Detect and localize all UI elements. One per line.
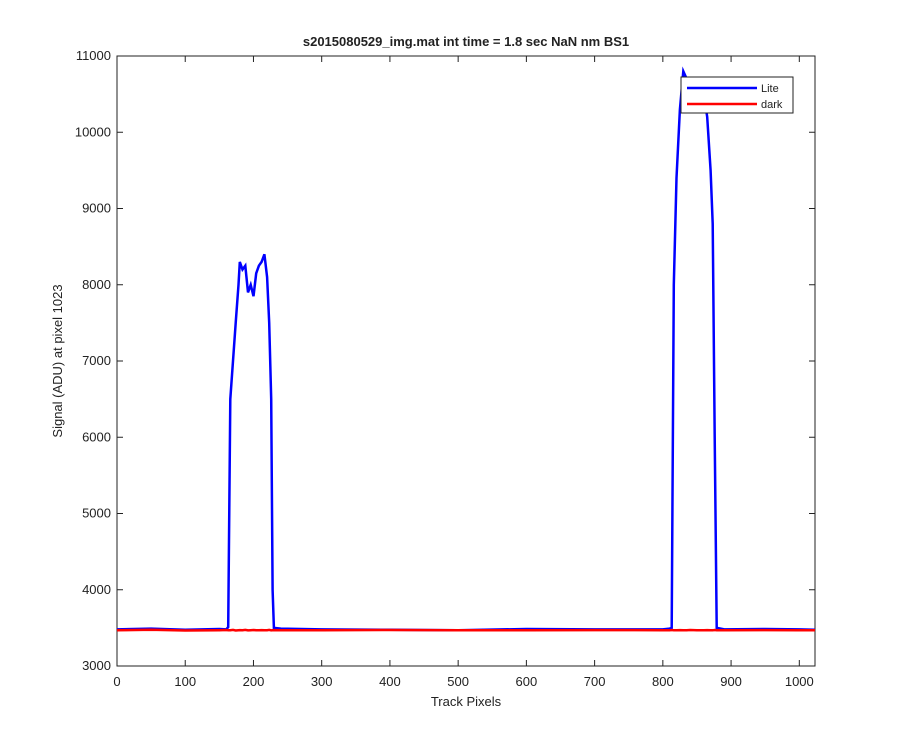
- x-tick-label: 900: [720, 674, 742, 689]
- x-tick-label: 500: [447, 674, 469, 689]
- y-tick-label: 8000: [82, 277, 111, 292]
- x-tick-label: 400: [379, 674, 401, 689]
- y-tick-label: 3000: [82, 658, 111, 673]
- x-tick-label: 200: [243, 674, 265, 689]
- chart-title: s2015080529_img.mat int time = 1.8 sec N…: [303, 34, 629, 49]
- x-tick-label: 300: [311, 674, 333, 689]
- legend-label: Lite: [761, 83, 779, 95]
- x-tick-label: 800: [652, 674, 674, 689]
- plot-frame: [116, 55, 816, 667]
- y-tick-label: 7000: [82, 353, 111, 368]
- legend-label: dark: [761, 99, 783, 111]
- y-tick-label: 11000: [76, 48, 111, 63]
- y-tick-label: 9000: [82, 201, 111, 216]
- y-tick-label: 10000: [75, 124, 111, 139]
- y-tick-label: 6000: [82, 429, 111, 444]
- data-line: [116, 628, 816, 632]
- x-axis-label: Track Pixels: [431, 694, 502, 709]
- x-tick-label: 700: [584, 674, 606, 689]
- legend-box: [680, 76, 794, 114]
- x-tick-label: 600: [516, 674, 538, 689]
- y-tick-label: 5000: [82, 506, 111, 521]
- y-axis-label: Signal (ADU) at pixel 1023: [50, 284, 65, 437]
- x-tick-label: 0: [113, 674, 120, 689]
- y-tick-label: 4000: [82, 582, 111, 597]
- x-tick-label: 1000: [785, 674, 814, 689]
- x-tick-label: 100: [174, 674, 196, 689]
